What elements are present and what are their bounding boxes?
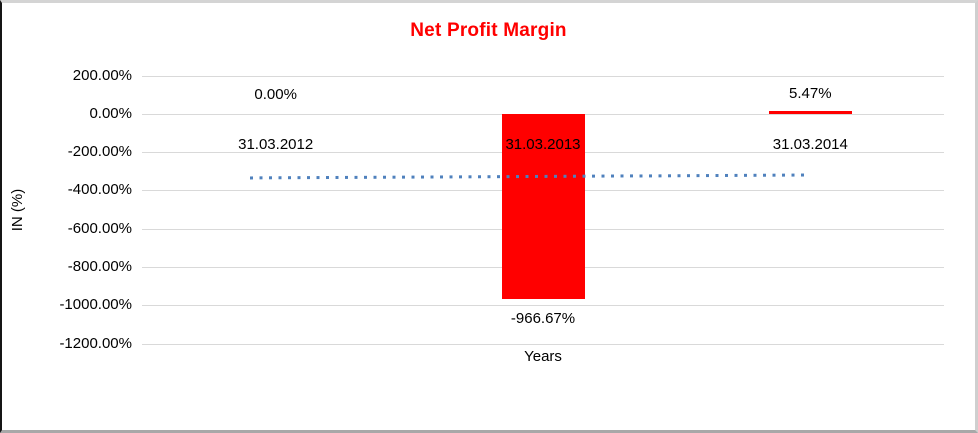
gridline [142, 305, 944, 306]
y-tick-label: -400.00% [67, 181, 132, 198]
x-axis-title: Years [524, 348, 562, 365]
chart-title: Net Profit Margin [410, 20, 567, 41]
bar-31.03.2013 [501, 114, 585, 300]
y-tick-label: -200.00% [67, 143, 132, 160]
gridline [142, 344, 944, 345]
data-label: -966.67% [510, 310, 576, 328]
gridline [142, 76, 944, 77]
y-tick-label: -1000.00% [59, 296, 132, 313]
y-tick-label: -600.00% [67, 220, 132, 237]
data-label: 0.00% [254, 86, 297, 104]
category-label: 31.03.2012 [238, 136, 314, 154]
data-label: 5.47% [789, 85, 832, 103]
y-tick-label: 0.00% [89, 105, 132, 122]
y-tick-label: -800.00% [67, 258, 132, 275]
category-label: 31.03.2014 [772, 136, 848, 154]
category-label: 31.03.2013 [505, 136, 581, 154]
y-tick-label: 200.00% [72, 67, 132, 84]
y-tick-label: -1200.00% [59, 335, 132, 352]
bar-31.03.2014 [768, 111, 852, 115]
